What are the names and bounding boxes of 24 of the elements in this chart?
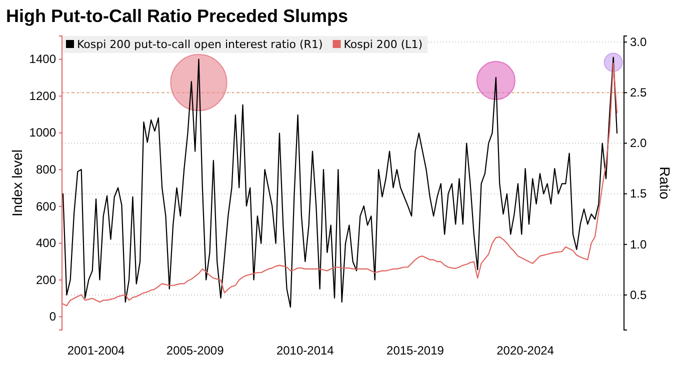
y-tick-label: 400	[36, 236, 56, 250]
y2-tick-label: 2.0	[630, 136, 648, 150]
y-tick-label: 0	[49, 310, 56, 324]
x-tick-label: 2001-2004	[67, 344, 126, 358]
x-tick-label: 2005-2009	[166, 344, 224, 358]
y2-tick-label: 3.0	[630, 34, 648, 49]
y2-tick-label: 0.5	[630, 288, 648, 302]
legend-label: Kospi 200 (L1)	[344, 38, 423, 51]
y-tick-label: 1200	[29, 88, 56, 103]
y2-axis-title: Ratio	[657, 166, 673, 200]
legend-label: Kospi 200 put-to-call open interest ratio (R1)	[77, 38, 323, 51]
chart-title: High Put-to-Call Ratio Preceded Slumps	[6, 6, 348, 26]
y2-tick-label: 2.5	[630, 85, 648, 100]
y2-tick-label: 1.5	[630, 186, 648, 201]
y-tick-label: 1000	[29, 126, 56, 140]
x-tick-label: 2010-2014	[276, 344, 334, 358]
y-tick-label: 1400	[29, 52, 56, 66]
y-tick-label: 600	[36, 199, 56, 214]
y-axis-title: Index level	[9, 150, 25, 216]
y2-tick-label: 1.0	[630, 237, 648, 252]
y-tick-label: 800	[36, 162, 56, 177]
x-tick-label: 2020-2024	[496, 344, 554, 358]
y-tick-label: 200	[36, 272, 56, 287]
x-tick-label: 2015-2019	[386, 344, 444, 358]
